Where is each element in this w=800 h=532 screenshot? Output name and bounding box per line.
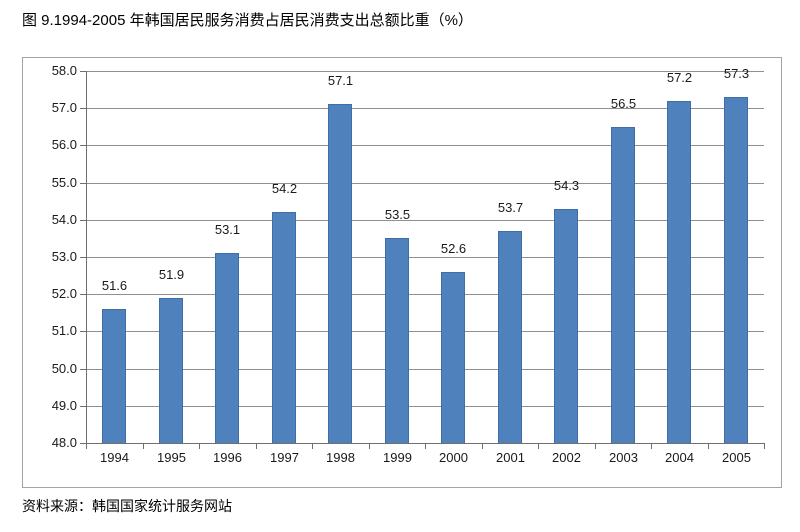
y-axis-label: 53.0: [51, 249, 77, 264]
source-note: 资料来源：韩国国家统计服务网站: [22, 498, 232, 514]
gridline: [86, 406, 764, 407]
x-axis-tick: [595, 444, 596, 449]
bar-data-label: 57.1: [327, 73, 354, 88]
y-axis-tick: [80, 71, 86, 72]
gridline: [86, 108, 764, 109]
bar: [667, 101, 691, 443]
x-axis-label: 2003: [609, 450, 638, 465]
bar-data-label: 53.5: [384, 207, 411, 222]
y-axis-tick: [80, 145, 86, 146]
y-axis-label: 58.0: [51, 63, 77, 78]
gridline: [86, 183, 764, 184]
y-axis-line: [86, 71, 87, 444]
bar: [385, 238, 409, 443]
bar: [328, 104, 352, 443]
y-axis-label: 55.0: [51, 175, 77, 190]
x-axis-label: 1996: [213, 450, 242, 465]
x-axis-tick: [538, 444, 539, 449]
bar-data-label: 51.6: [101, 278, 128, 293]
bar: [102, 309, 126, 443]
x-axis-tick: [312, 444, 313, 449]
bar: [215, 253, 239, 443]
chart-frame: 48.0 49.0 50.0 51.0 52.0 53.0 54.0 55.0 56.0 57.0…: [22, 57, 782, 488]
y-axis-label: 51.0: [51, 323, 77, 338]
bar-data-label: 57.2: [666, 70, 693, 85]
x-axis-tick: [143, 444, 144, 449]
y-axis-label: 48.0: [51, 435, 77, 450]
x-axis-tick: [86, 444, 87, 449]
x-axis-line: [86, 443, 765, 444]
bar-data-label: 53.7: [497, 200, 524, 215]
y-axis-label: 57.0: [51, 100, 77, 115]
y-axis-tick: [80, 369, 86, 370]
x-axis-label: 1994: [100, 450, 129, 465]
x-axis-tick: [369, 444, 370, 449]
y-axis-tick: [80, 108, 86, 109]
bar: [611, 127, 635, 443]
x-axis-tick: [199, 444, 200, 449]
bar-data-label: 54.3: [553, 178, 580, 193]
x-axis-label: 1998: [326, 450, 355, 465]
y-axis-label: 52.0: [51, 286, 77, 301]
bar: [724, 97, 748, 443]
y-axis-tick: [80, 183, 86, 184]
y-axis-tick: [80, 443, 86, 444]
x-axis-label: 1999: [383, 450, 412, 465]
y-axis-tick: [80, 257, 86, 258]
x-axis-tick: [764, 444, 765, 449]
bar-data-label: 57.3: [723, 66, 750, 81]
x-axis-label: 2005: [722, 450, 751, 465]
y-axis-label: 50.0: [51, 361, 77, 376]
gridline: [86, 145, 764, 146]
y-axis-tick: [80, 220, 86, 221]
x-axis-label: 1995: [157, 450, 186, 465]
y-axis-label: 54.0: [51, 212, 77, 227]
x-axis-label: 2000: [439, 450, 468, 465]
bar-data-label: 53.1: [214, 222, 241, 237]
bar: [159, 298, 183, 443]
bar-data-label: 51.9: [158, 267, 185, 282]
x-axis-label: 2001: [496, 450, 525, 465]
x-axis-label: 2002: [552, 450, 581, 465]
x-axis-tick: [482, 444, 483, 449]
gridline: [86, 257, 764, 258]
y-axis-label: 49.0: [51, 398, 77, 413]
bar: [498, 231, 522, 443]
x-axis-tick: [256, 444, 257, 449]
x-axis-tick: [708, 444, 709, 449]
x-axis-tick: [425, 444, 426, 449]
bar-data-label: 54.2: [271, 181, 298, 196]
y-axis-label: 56.0: [51, 137, 77, 152]
gridline: [86, 294, 764, 295]
gridline: [86, 71, 764, 72]
bar-data-label: 56.5: [610, 96, 637, 111]
x-axis-label: 1997: [270, 450, 299, 465]
gridline: [86, 369, 764, 370]
gridline: [86, 331, 764, 332]
bar-data-label: 52.6: [440, 241, 467, 256]
y-axis-tick: [80, 331, 86, 332]
y-axis-tick: [80, 294, 86, 295]
x-axis-label: 2004: [665, 450, 694, 465]
bar: [441, 272, 465, 443]
bar: [272, 212, 296, 443]
chart-caption: 图 9.1994-2005 年韩国居民服务消费占居民消费支出总额比重（%）: [22, 12, 473, 29]
bar: [554, 209, 578, 443]
gridline: [86, 220, 764, 221]
x-axis-tick: [651, 444, 652, 449]
y-axis-tick: [80, 406, 86, 407]
